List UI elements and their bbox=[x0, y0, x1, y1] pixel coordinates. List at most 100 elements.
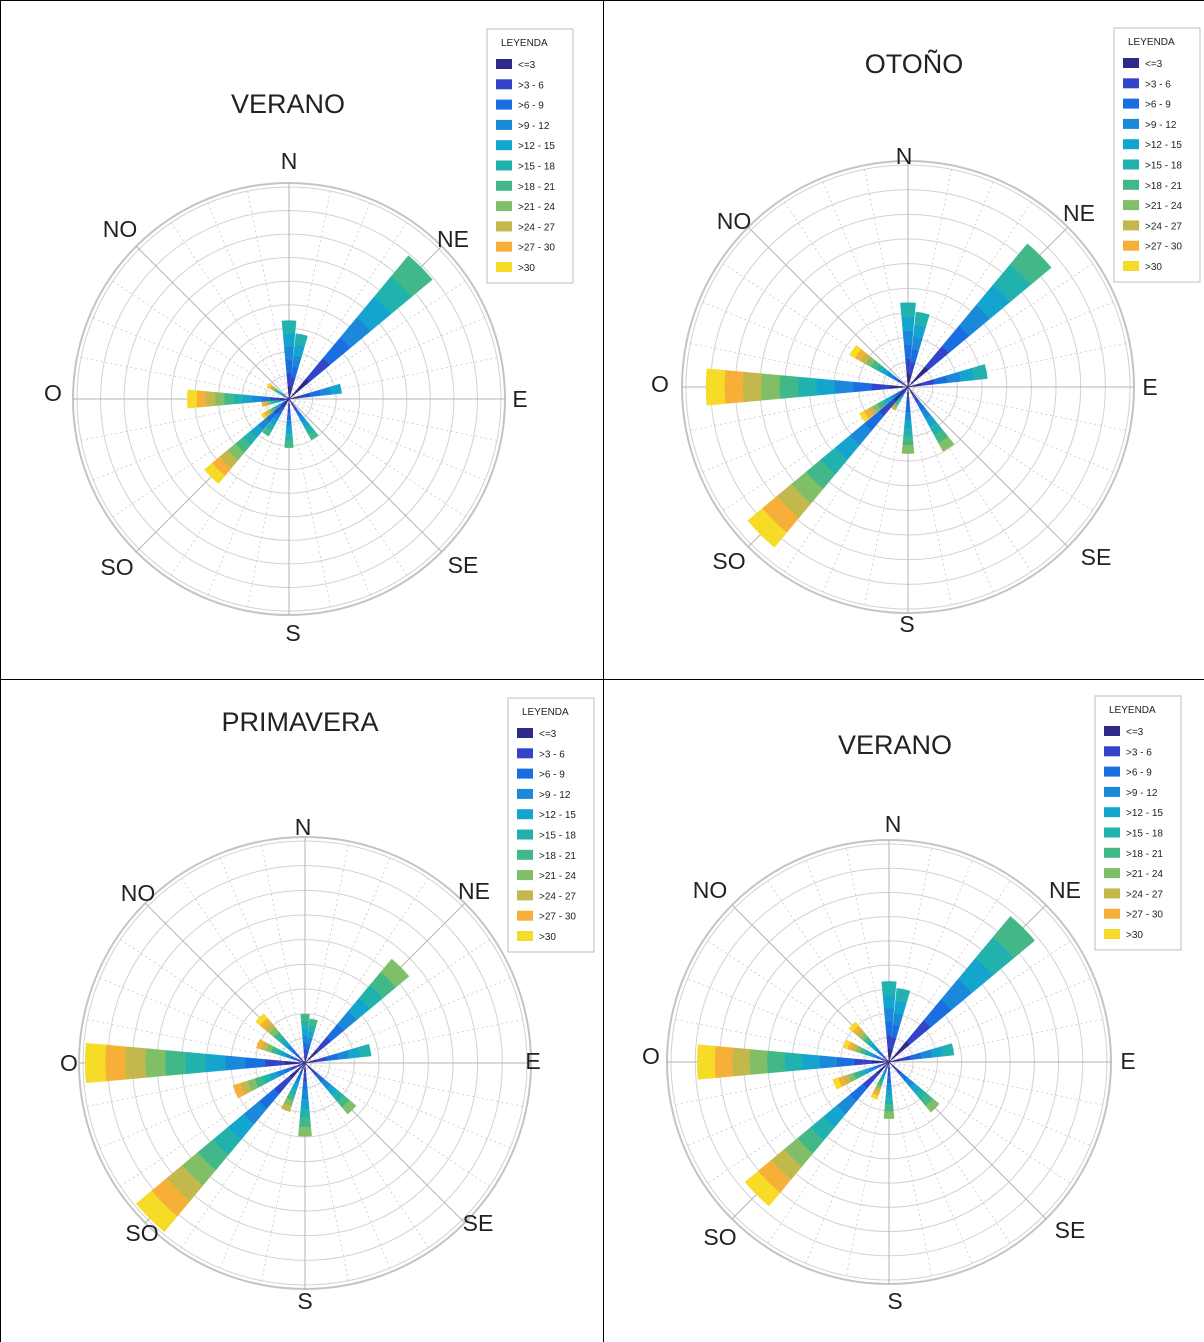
petal-segment bbox=[992, 916, 1035, 959]
chart-title: VERANO bbox=[838, 730, 952, 760]
legend-swatch bbox=[1104, 746, 1120, 757]
petal-segment bbox=[784, 1052, 803, 1072]
minor-spoke bbox=[288, 398, 371, 596]
minor-spoke bbox=[304, 1062, 490, 1187]
direction-label-so: SO bbox=[703, 1224, 736, 1250]
legend-swatch bbox=[517, 849, 533, 860]
legend-swatch bbox=[1123, 220, 1139, 231]
minor-spoke bbox=[907, 181, 994, 388]
minor-spoke bbox=[888, 1061, 1091, 1146]
legend: LEYENDA <=3 >3 - 6 >6 - 9 >9 - 12 >12 - 15 >15… bbox=[1113, 27, 1201, 283]
minor-spoke bbox=[907, 301, 1114, 388]
petal-segment bbox=[749, 1049, 768, 1075]
legend-label: <=3 bbox=[1126, 727, 1144, 738]
minor-spoke bbox=[304, 878, 429, 1064]
petal-segment bbox=[298, 1126, 312, 1137]
petal-segment bbox=[307, 1031, 315, 1039]
legend-swatch bbox=[1123, 179, 1139, 190]
direction-label-s: S bbox=[285, 620, 300, 646]
minor-spoke bbox=[888, 1061, 1103, 1105]
petal-segment bbox=[891, 1024, 900, 1039]
petal-segment bbox=[306, 1037, 313, 1045]
legend-label: >24 - 27 bbox=[1126, 889, 1163, 900]
petal-78.75 bbox=[888, 1043, 955, 1063]
direction-label-e: E bbox=[525, 1048, 540, 1074]
petal-segment bbox=[901, 316, 915, 332]
legend-swatch bbox=[1123, 78, 1139, 89]
minor-spoke bbox=[261, 1062, 306, 1281]
minor-spoke bbox=[304, 857, 391, 1064]
minor-spoke bbox=[304, 1062, 349, 1281]
minor-spoke bbox=[805, 860, 890, 1063]
petal-segment bbox=[760, 373, 781, 401]
petal-segment bbox=[224, 1055, 246, 1071]
petal-135 bbox=[304, 1062, 357, 1115]
minor-spoke bbox=[288, 398, 331, 608]
petal-segment bbox=[284, 433, 294, 441]
petal-236.25 bbox=[260, 398, 290, 420]
petal-segment bbox=[292, 355, 302, 368]
direction-label-s: S bbox=[887, 1288, 902, 1314]
direction-labels: N NE E SE S SO O NO bbox=[44, 148, 528, 646]
petal-270 bbox=[85, 1042, 306, 1084]
minor-spoke bbox=[288, 222, 408, 400]
petal-315 bbox=[848, 1021, 890, 1063]
petal-225 bbox=[744, 1061, 890, 1207]
legend-swatch bbox=[496, 201, 512, 212]
petal-segment bbox=[895, 988, 911, 1004]
petal-segment bbox=[958, 367, 975, 382]
petal-45 bbox=[907, 243, 1052, 388]
minor-spoke bbox=[304, 939, 490, 1064]
legend-swatch bbox=[496, 99, 512, 110]
petal-segment bbox=[941, 1043, 955, 1057]
minor-spoke bbox=[181, 878, 306, 1064]
petal-segment bbox=[971, 364, 988, 381]
direction-label-so: SO bbox=[125, 1220, 158, 1246]
petal-segment bbox=[274, 1075, 293, 1094]
petal-segment bbox=[357, 1043, 372, 1058]
petal-225 bbox=[135, 1062, 306, 1233]
legend-box bbox=[486, 28, 574, 284]
petal-segment bbox=[889, 385, 909, 389]
legend-swatch bbox=[496, 119, 512, 130]
petal-segment bbox=[852, 381, 872, 393]
petal-segment bbox=[214, 392, 225, 406]
legend-swatch bbox=[1104, 827, 1120, 838]
legend-label: >12 - 15 bbox=[539, 810, 576, 821]
legend-label: >24 - 27 bbox=[1145, 221, 1182, 232]
petal-segment bbox=[255, 1013, 268, 1026]
petal-segment bbox=[285, 359, 293, 374]
minor-spoke bbox=[888, 940, 1071, 1063]
direction-label-n: N bbox=[885, 811, 902, 837]
petal-segment bbox=[264, 1059, 286, 1067]
minor-spoke bbox=[112, 280, 290, 400]
legend-title: LEYENDA bbox=[1109, 705, 1156, 716]
legend-box bbox=[1094, 695, 1182, 951]
petal-270 bbox=[187, 389, 290, 409]
legend-swatch bbox=[1123, 240, 1139, 251]
legend-swatch bbox=[517, 910, 533, 921]
legend-swatch bbox=[1104, 929, 1120, 939]
petals bbox=[187, 255, 433, 484]
minor-spoke bbox=[304, 1062, 511, 1149]
petal-146.25 bbox=[288, 398, 319, 441]
legend-label: <=3 bbox=[1145, 59, 1163, 70]
petal-segment bbox=[902, 330, 914, 346]
legend-label: >21 - 24 bbox=[539, 871, 576, 882]
minor-spoke bbox=[707, 1061, 890, 1184]
minor-spoke bbox=[888, 1061, 973, 1264]
legend: LEYENDA <=3 >3 - 6 >6 - 9 >9 - 12 >12 - 15 >15… bbox=[486, 28, 574, 284]
petal-segment bbox=[282, 333, 296, 348]
petal-segment bbox=[920, 1049, 933, 1059]
minor-spoke bbox=[888, 1061, 1071, 1184]
petal-segment bbox=[293, 344, 305, 358]
direction-label-ne: NE bbox=[437, 226, 469, 252]
petal-segment bbox=[744, 1170, 781, 1207]
minor-spoke bbox=[120, 939, 306, 1064]
direction-label-se: SE bbox=[463, 1210, 494, 1236]
petal-180 bbox=[284, 398, 294, 448]
petal-segment bbox=[946, 371, 962, 384]
petal-45 bbox=[888, 916, 1035, 1063]
direction-label-se: SE bbox=[1081, 544, 1112, 570]
legend-label: >6 - 9 bbox=[1126, 768, 1152, 779]
